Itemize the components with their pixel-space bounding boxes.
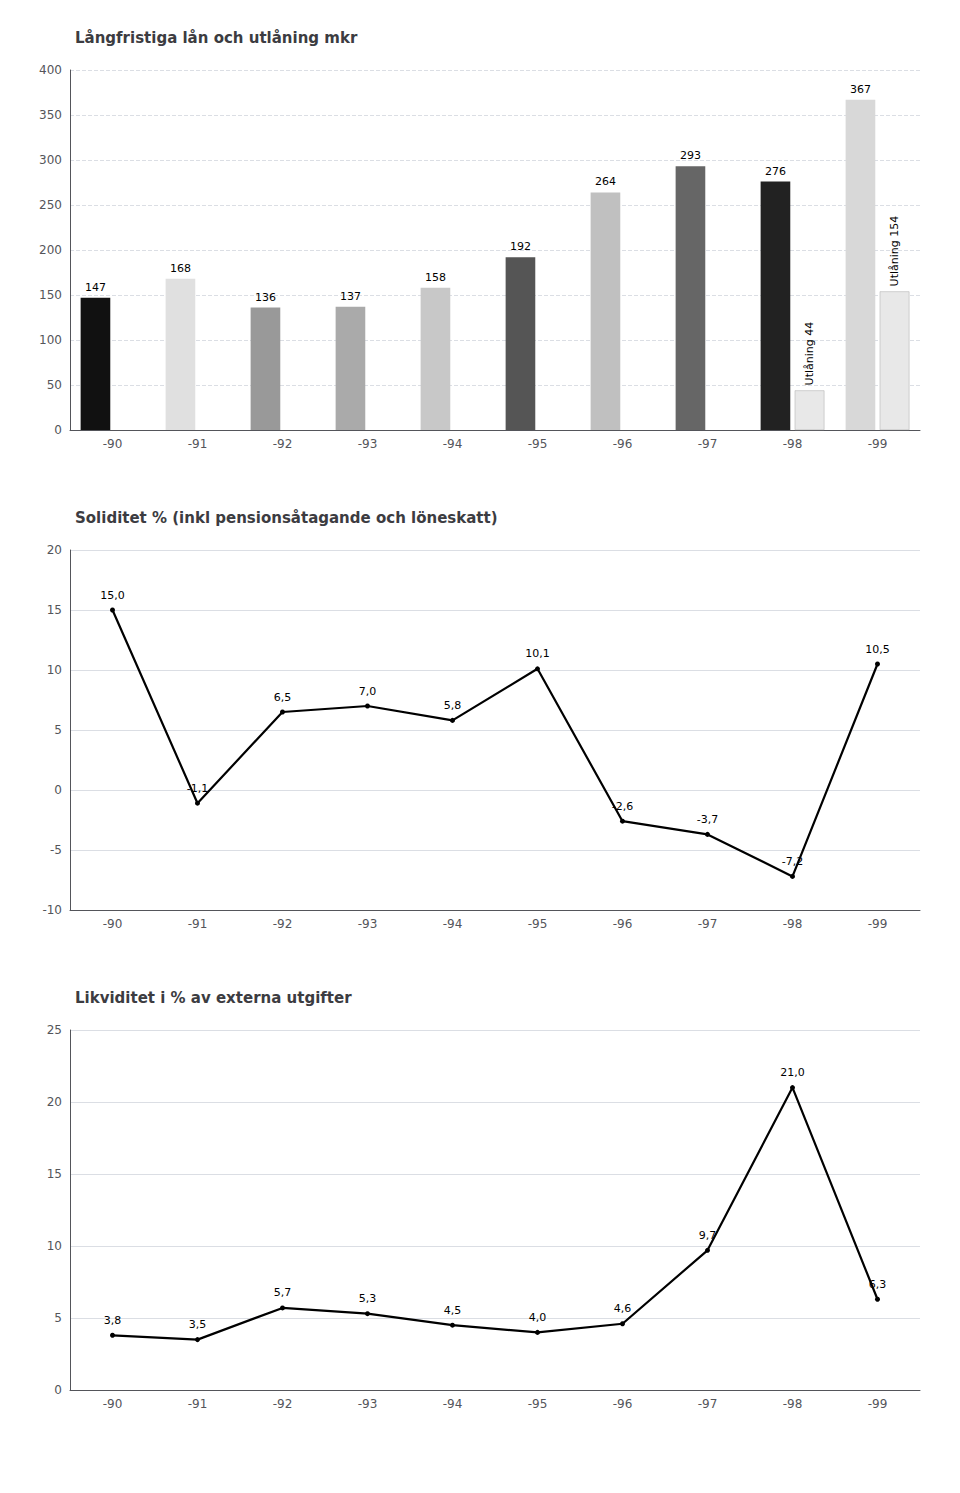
svg-text:5,7: 5,7 <box>274 1286 292 1299</box>
svg-text:4,0: 4,0 <box>529 1311 547 1324</box>
svg-text:-98: -98 <box>783 1397 803 1411</box>
svg-text:-99: -99 <box>868 917 888 931</box>
svg-text:250: 250 <box>39 198 62 212</box>
svg-text:200: 200 <box>39 243 62 257</box>
svg-text:15,0: 15,0 <box>100 589 125 602</box>
svg-text:367: 367 <box>850 83 871 96</box>
svg-text:293: 293 <box>680 149 701 162</box>
svg-text:3,5: 3,5 <box>189 1318 207 1331</box>
svg-text:-2,6: -2,6 <box>612 800 633 813</box>
svg-text:-98: -98 <box>783 437 803 451</box>
svg-text:-92: -92 <box>273 1397 293 1411</box>
svg-text:-95: -95 <box>528 1397 548 1411</box>
svg-text:-94: -94 <box>443 437 463 451</box>
svg-text:-94: -94 <box>443 1397 463 1411</box>
svg-text:-99: -99 <box>868 437 888 451</box>
svg-text:50: 50 <box>47 378 62 392</box>
svg-text:25: 25 <box>47 1023 62 1037</box>
svg-text:15: 15 <box>47 1167 62 1181</box>
svg-text:-90: -90 <box>103 1397 123 1411</box>
svg-text:3,8: 3,8 <box>104 1314 122 1327</box>
svg-text:0: 0 <box>54 783 62 797</box>
svg-text:276: 276 <box>765 165 786 178</box>
svg-text:-93: -93 <box>358 917 378 931</box>
svg-text:-3,7: -3,7 <box>697 813 718 826</box>
svg-text:4,6: 4,6 <box>614 1302 632 1315</box>
svg-text:-93: -93 <box>358 1397 378 1411</box>
svg-text:20: 20 <box>47 543 62 557</box>
svg-text:0: 0 <box>54 1383 62 1397</box>
svg-text:-95: -95 <box>528 917 548 931</box>
svg-text:10: 10 <box>47 1239 62 1253</box>
svg-text:21,0: 21,0 <box>780 1066 805 1079</box>
svg-text:-93: -93 <box>358 437 378 451</box>
svg-text:0: 0 <box>54 423 62 437</box>
svg-text:Utlåning 44: Utlåning 44 <box>803 322 816 386</box>
svg-text:-94: -94 <box>443 917 463 931</box>
svg-text:-97: -97 <box>698 437 718 451</box>
svg-text:5: 5 <box>54 1311 62 1325</box>
svg-text:100: 100 <box>39 333 62 347</box>
svg-text:Långfristiga lån och utlåning: Långfristiga lån och utlåning mkr <box>75 29 358 47</box>
svg-text:150: 150 <box>39 288 62 302</box>
svg-text:-97: -97 <box>698 1397 718 1411</box>
svg-text:Soliditet % (inkl pensionsåtag: Soliditet % (inkl pensionsåtagande och l… <box>75 509 498 527</box>
svg-text:-96: -96 <box>613 917 633 931</box>
svg-text:-97: -97 <box>698 917 718 931</box>
svg-text:-96: -96 <box>613 1397 633 1411</box>
svg-text:6,5: 6,5 <box>274 691 292 704</box>
svg-text:136: 136 <box>255 291 276 304</box>
svg-text:-10: -10 <box>42 903 62 917</box>
svg-text:-96: -96 <box>613 437 633 451</box>
svg-text:168: 168 <box>170 262 191 275</box>
svg-text:-5: -5 <box>50 843 62 857</box>
svg-text:-95: -95 <box>528 437 548 451</box>
svg-text:7,0: 7,0 <box>359 685 377 698</box>
svg-text:-91: -91 <box>188 917 208 931</box>
svg-text:10,1: 10,1 <box>525 647 550 660</box>
svg-text:Likviditet i % av externa utgi: Likviditet i % av externa utgifter <box>75 989 352 1007</box>
svg-text:400: 400 <box>39 63 62 77</box>
svg-text:137: 137 <box>340 290 361 303</box>
svg-text:6,3: 6,3 <box>869 1278 887 1291</box>
svg-text:-92: -92 <box>273 437 293 451</box>
svg-text:350: 350 <box>39 108 62 122</box>
svg-text:-90: -90 <box>103 437 123 451</box>
svg-text:192: 192 <box>510 240 531 253</box>
svg-text:15: 15 <box>47 603 62 617</box>
svg-text:10: 10 <box>47 663 62 677</box>
svg-text:20: 20 <box>47 1095 62 1109</box>
svg-text:-98: -98 <box>783 917 803 931</box>
svg-text:-90: -90 <box>103 917 123 931</box>
svg-text:9,7: 9,7 <box>699 1229 717 1242</box>
svg-text:5,8: 5,8 <box>444 699 462 712</box>
svg-text:4,5: 4,5 <box>444 1304 462 1317</box>
svg-text:300: 300 <box>39 153 62 167</box>
svg-text:-1,1: -1,1 <box>187 782 208 795</box>
svg-text:-91: -91 <box>188 437 208 451</box>
svg-text:Utlåning 154: Utlåning 154 <box>888 216 901 287</box>
svg-text:5,3: 5,3 <box>359 1292 377 1305</box>
svg-text:158: 158 <box>425 271 446 284</box>
svg-text:264: 264 <box>595 175 616 188</box>
svg-text:-92: -92 <box>273 917 293 931</box>
svg-text:10,5: 10,5 <box>865 643 890 656</box>
svg-text:-91: -91 <box>188 1397 208 1411</box>
svg-text:-99: -99 <box>868 1397 888 1411</box>
svg-text:147: 147 <box>85 281 106 294</box>
svg-text:-7,2: -7,2 <box>782 855 803 868</box>
svg-text:5: 5 <box>54 723 62 737</box>
